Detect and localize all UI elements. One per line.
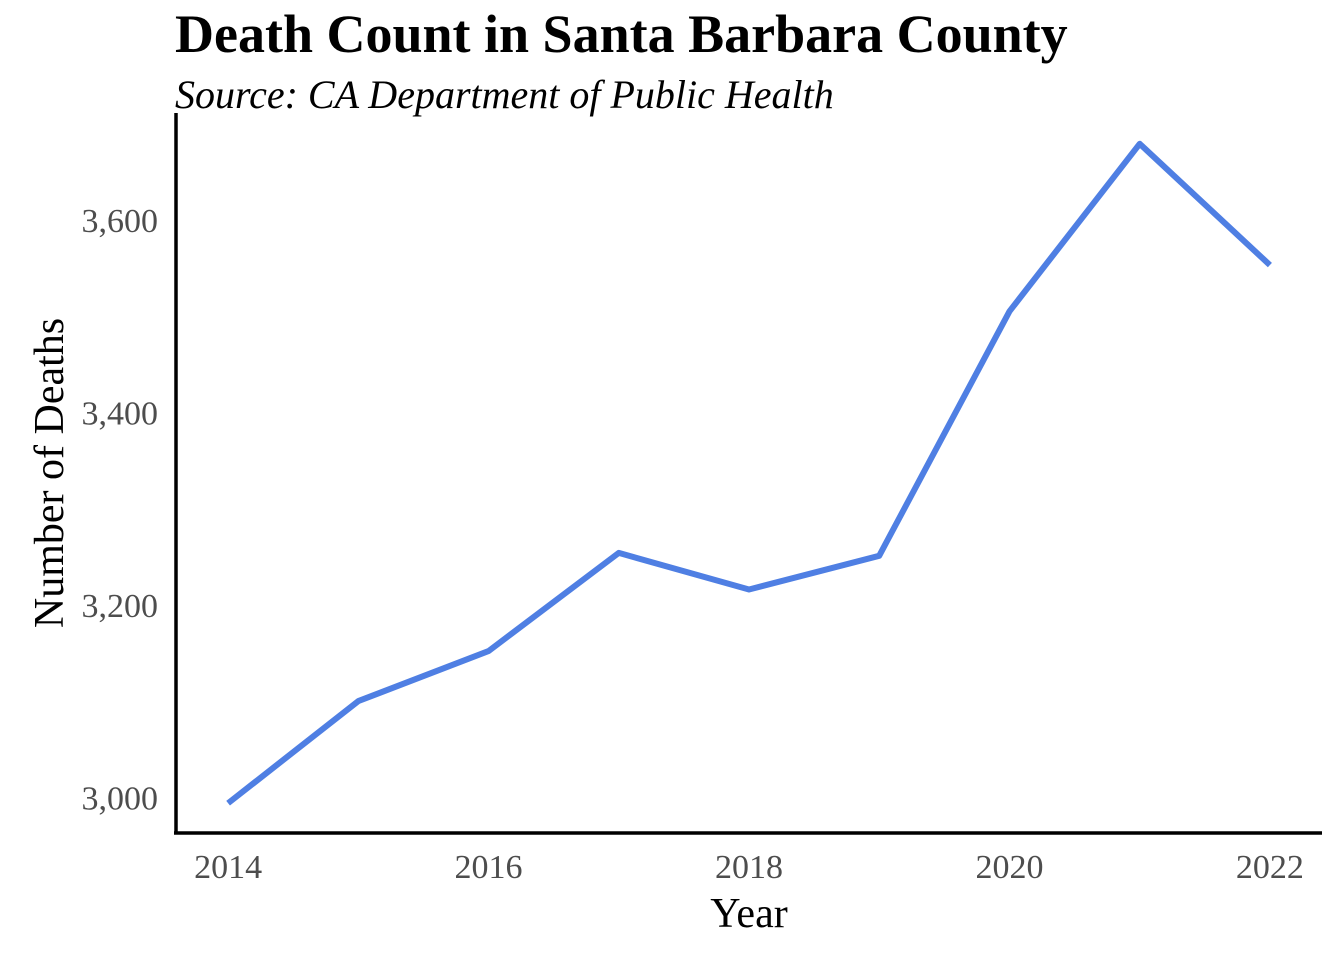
- x-tick-label: 2018: [715, 849, 783, 886]
- series-group: [226, 140, 1272, 806]
- x-axis-title: Year: [710, 891, 787, 937]
- chart-subtitle: Source: CA Department of Public Health: [175, 72, 834, 117]
- y-axis-title: Number of Deaths: [27, 318, 73, 628]
- y-tick-labels: 3,000 3,200 3,400 3,600: [82, 203, 159, 818]
- plot-area: 2014 2016 2018 2020 2022 3,000 3,200 3,400 3,60…: [82, 113, 1322, 886]
- x-tick-label: 2022: [1236, 849, 1304, 886]
- x-tick-label: 2014: [194, 849, 262, 886]
- y-tick-label: 3,000: [82, 780, 159, 817]
- x-tick-labels: 2014 2016 2018 2020 2022: [194, 849, 1304, 886]
- x-tick-label: 2016: [455, 849, 523, 886]
- chart-title: Death Count in Santa Barbara County: [175, 4, 1068, 64]
- series-line: [226, 140, 1272, 806]
- y-tick-label: 3,400: [82, 395, 159, 432]
- x-tick-label: 2020: [975, 849, 1043, 886]
- y-tick-label: 3,600: [82, 203, 159, 240]
- y-tick-label: 3,200: [82, 588, 159, 625]
